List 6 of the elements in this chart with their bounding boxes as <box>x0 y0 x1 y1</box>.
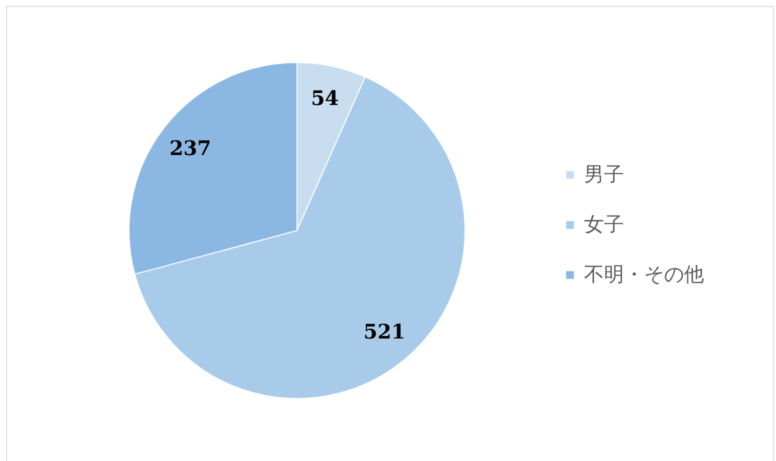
legend-label: 男子 <box>584 162 624 186</box>
data-label: 54 <box>310 86 339 110</box>
data-label: 521 <box>364 320 406 344</box>
legend-label: 女子 <box>584 212 624 236</box>
data-label: 237 <box>169 136 212 160</box>
legend-label: 不明・その他 <box>584 262 704 286</box>
